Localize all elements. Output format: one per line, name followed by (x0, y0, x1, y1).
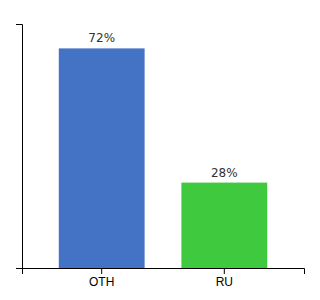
y-axis (16, 25, 23, 269)
x-tick-mark (101, 268, 102, 274)
chart: 72% 28% OTH RU (0, 0, 320, 300)
x-tick: OTH (89, 268, 114, 289)
data-label: 72% (88, 31, 115, 45)
bars (59, 48, 267, 268)
data-label: 28% (211, 166, 238, 180)
plot: 72% 28% OTH RU (16, 25, 305, 289)
x-tick-mark (224, 268, 225, 274)
bar (181, 183, 267, 268)
x-tick: RU (216, 268, 233, 289)
x-axis: OTH RU (23, 268, 305, 289)
x-tick-label: OTH (89, 275, 114, 289)
x-axis-line (23, 269, 305, 275)
y-axis-line (16, 25, 23, 269)
x-tick-label: RU (216, 275, 233, 289)
bar (59, 48, 145, 268)
data-labels: 72% 28% (88, 31, 237, 179)
